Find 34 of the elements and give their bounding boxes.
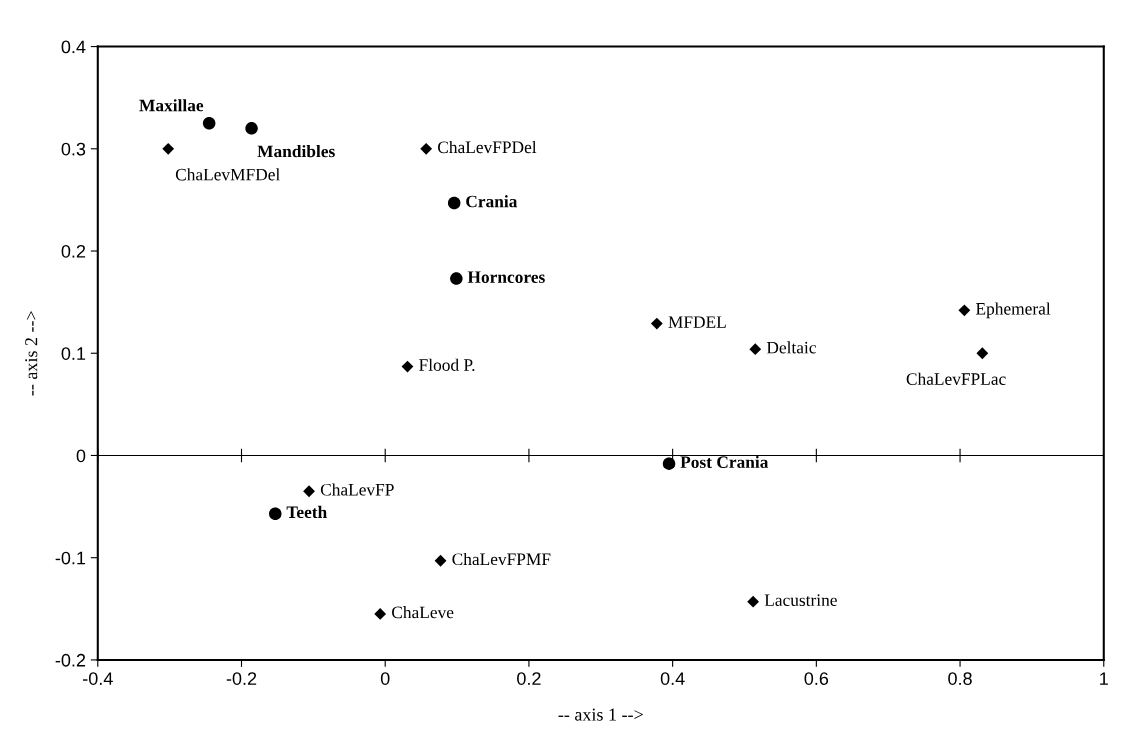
data-label: MFDEL	[668, 316, 726, 328]
y-tick-label: -0.1	[55, 551, 86, 565]
data-label: Teeth	[286, 505, 327, 519]
y-tick-label: 0	[76, 449, 86, 463]
data-label: ChaLevFPMF	[452, 552, 551, 566]
y-tick-label: 0.4	[61, 40, 86, 54]
x-tick-label: -0.2	[226, 672, 257, 685]
y-tick-label: 0.2	[61, 244, 86, 258]
y-tick-label: -0.2	[55, 653, 86, 667]
x-axis-title: -- axis 1 -->	[558, 708, 643, 721]
y-tick-label: 0.1	[61, 347, 86, 360]
data-label: Mandibles	[257, 145, 335, 158]
y-tick-label: 0.3	[61, 142, 86, 156]
data-label: ChaLevFPLac	[906, 372, 1006, 385]
data-label: Flood P.	[419, 358, 475, 371]
x-tick-label: 0.8	[948, 672, 972, 685]
data-label: ChaLevFPDel	[437, 140, 537, 154]
data-label: Post Crania	[680, 455, 769, 468]
data-label: Horncores	[467, 271, 545, 283]
data-label: Lacustrine	[764, 594, 837, 606]
data-label: Deltaic	[766, 341, 816, 354]
x-tick-label: -0.4	[83, 672, 113, 685]
data-label: ChaLevMFDel	[175, 168, 280, 181]
data-label: Crania	[466, 195, 518, 208]
y-axis-title: -- axis 2 -->	[25, 311, 38, 396]
x-tick-label: 0.6	[804, 672, 829, 685]
data-label: Maxillae	[139, 99, 204, 112]
x-tick-label: 0	[380, 672, 390, 685]
x-tick-label: 1	[1100, 672, 1108, 685]
data-label: Ephemeral	[975, 302, 1051, 319]
data-label: ChaLeve	[392, 606, 454, 619]
data-label: ChaLevFP	[320, 483, 394, 496]
x-tick-label: 0.2	[517, 672, 541, 685]
x-tick-label: 0.4	[660, 672, 685, 685]
